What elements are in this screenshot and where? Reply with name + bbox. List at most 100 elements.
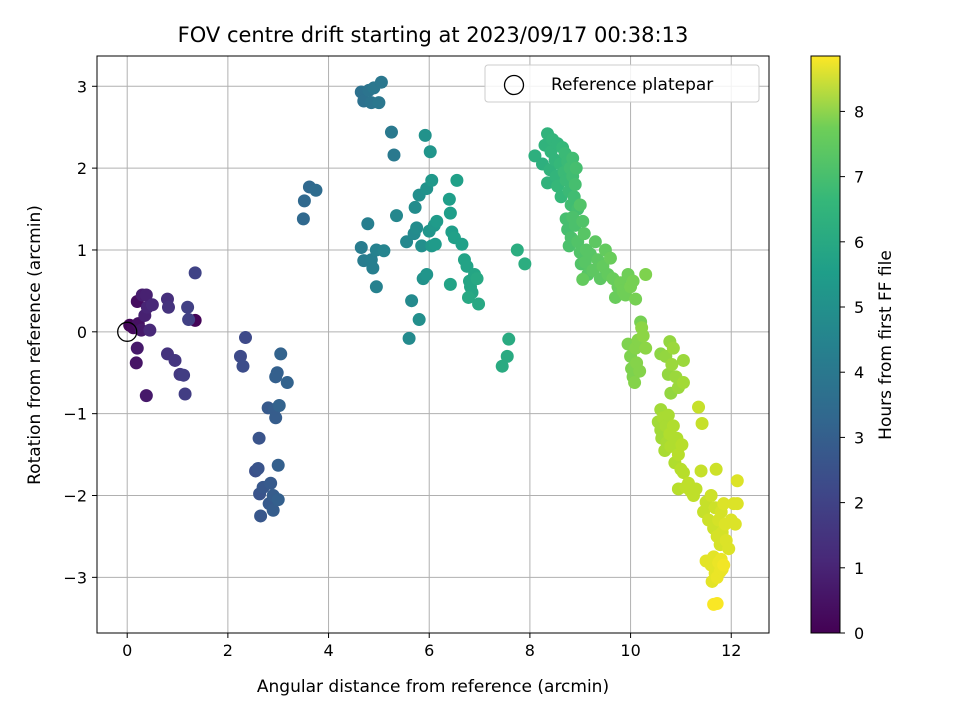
colorbar-tick-label: 0 (854, 624, 864, 643)
x-axis-label: Angular distance from reference (arcmin) (257, 677, 609, 697)
scatter-point (139, 389, 153, 403)
scatter-point (369, 280, 383, 294)
scatter-point (161, 300, 175, 314)
scatter-point (671, 448, 685, 462)
scatter-point (573, 198, 587, 212)
scatter-point (665, 358, 679, 372)
scatter-point (728, 517, 742, 531)
scatter-point (569, 161, 583, 175)
scatter-point (270, 366, 284, 380)
scatter-points (123, 75, 744, 611)
scatter-point (730, 474, 744, 488)
colorbar-tick-label: 7 (854, 168, 864, 187)
scatter-point (717, 497, 731, 511)
colorbar-tick-label: 1 (854, 559, 864, 578)
scatter-point (628, 376, 642, 390)
scatter-point (695, 416, 709, 430)
scatter-point (181, 300, 195, 314)
scatter-point (274, 347, 288, 361)
scatter-point (402, 331, 416, 345)
scatter-point (280, 376, 294, 390)
colorbar-tick-label: 6 (854, 233, 864, 252)
scatter-point (710, 597, 724, 611)
scatter-point (676, 376, 690, 390)
scatter-point (182, 313, 196, 327)
legend-box (484, 64, 760, 103)
scatter-point (694, 464, 708, 478)
scatter-point (251, 461, 265, 475)
scatter-point (675, 438, 689, 452)
scatter-point (254, 509, 268, 523)
scatter-point (586, 263, 600, 277)
scatter-point (269, 411, 283, 425)
scatter-point (666, 419, 680, 433)
scatter-point (271, 493, 285, 507)
scatter-point (415, 239, 429, 253)
scatter-point (518, 257, 532, 271)
legend: Reference platepar (484, 64, 760, 103)
y-tick-label: 3 (77, 77, 87, 96)
x-axis-ticks: 0 2 4 6 8 10 12 (122, 633, 741, 660)
scatter-point (704, 489, 718, 503)
scatter-point (442, 192, 456, 206)
scatter-point (390, 209, 404, 223)
scatter-point (717, 558, 731, 572)
scatter-point (443, 206, 457, 220)
plot-frame (96, 55, 770, 634)
legend-marker (503, 74, 525, 96)
x-tick-label: 6 (424, 641, 434, 660)
scatter-point (692, 400, 706, 414)
scatter-point (188, 266, 202, 280)
scatter-point (145, 298, 159, 312)
x-tick-label: 12 (721, 641, 741, 660)
y-tick-label: −3 (63, 568, 87, 587)
colorbar-gradient (810, 55, 841, 634)
scatter-point (722, 542, 736, 556)
x-tick-label: 8 (525, 641, 535, 660)
colorbar-tick-label: 5 (854, 298, 864, 317)
colorbar-tick-label: 2 (854, 494, 864, 513)
colorbar-tick-label: 3 (854, 428, 864, 447)
colorbar-tick-label: 8 (854, 102, 864, 121)
scatter-point (568, 177, 582, 191)
scatter-point (460, 259, 474, 273)
scatter-point (626, 274, 640, 288)
scatter-point (384, 125, 398, 139)
y-axis-label: Rotation from reference (arcmin) (25, 205, 45, 485)
scatter-point (366, 261, 380, 275)
scatter-point (271, 458, 285, 472)
scatter-point (588, 235, 602, 249)
colorbar: 0 1 2 3 4 5 6 7 8 Hours from first FF file (810, 55, 896, 643)
scatter-point (502, 332, 516, 346)
scatter-point (129, 356, 143, 370)
scatter-point (636, 329, 650, 343)
scatter-point (405, 294, 419, 308)
scatter-point (178, 387, 192, 401)
scatter-point (603, 251, 617, 265)
scatter-point (372, 96, 386, 110)
scatter-point (470, 272, 484, 286)
scatter-point (177, 368, 191, 382)
scatter-point (450, 173, 464, 187)
colorbar-ticks: 0 1 2 3 4 5 6 7 8 (840, 102, 864, 643)
scatter-point (428, 237, 442, 251)
y-tick-label: −2 (63, 487, 87, 506)
scatter-point (266, 503, 280, 517)
colorbar-tick-label: 4 (854, 363, 864, 382)
y-tick-label: 1 (77, 241, 87, 260)
scatter-point (661, 408, 675, 422)
scatter-point (566, 151, 580, 165)
scatter-point (252, 431, 266, 445)
legend-label: Reference platepar (551, 75, 713, 95)
scatter-point (500, 349, 514, 363)
scatter-point (443, 277, 457, 291)
scatter-point (633, 364, 647, 378)
scatter-point (423, 145, 437, 159)
scatter-point (639, 268, 653, 282)
scatter-point (461, 290, 475, 304)
scatter-point (528, 149, 542, 163)
scatter-point (297, 194, 311, 208)
y-tick-label: −1 (63, 405, 87, 424)
scatter-point (236, 359, 250, 373)
scatter-point (709, 462, 723, 476)
